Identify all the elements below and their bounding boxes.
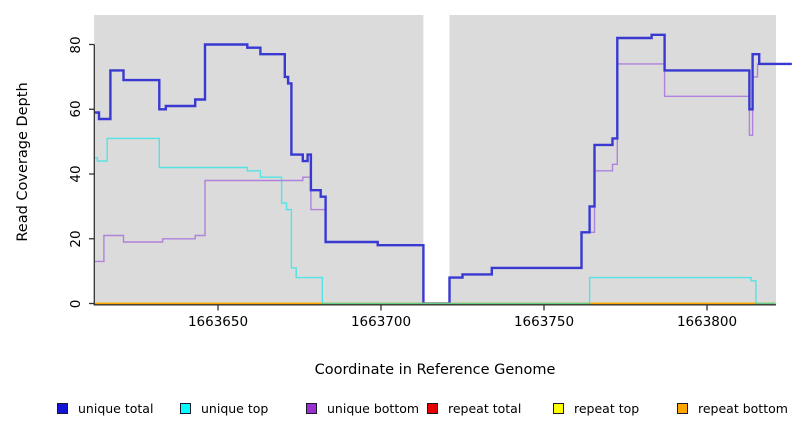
x-tick-label: 1663700 bbox=[350, 314, 412, 330]
legend-label: unique top bbox=[201, 401, 269, 416]
legend-swatch-icon bbox=[57, 403, 68, 414]
y-tick-label: 60 bbox=[68, 100, 84, 118]
x-tick-label: 1663650 bbox=[187, 314, 249, 330]
y-tick-label: 20 bbox=[68, 230, 84, 248]
plot-panel-right bbox=[449, 15, 776, 304]
x-tick-label: 1663750 bbox=[513, 314, 575, 330]
legend-label: repeat bottom bbox=[698, 401, 788, 416]
legend-item-unique-top: unique top bbox=[180, 401, 268, 416]
legend-swatch-icon bbox=[553, 403, 564, 414]
x-axis-title: Coordinate in Reference Genome bbox=[314, 362, 556, 378]
legend-swatch-icon bbox=[677, 403, 688, 414]
legend-label: repeat total bbox=[448, 401, 522, 416]
series-line-unique-total bbox=[94, 33, 792, 305]
legend-swatch-icon bbox=[180, 403, 191, 414]
legend-item-repeat-bottom: repeat bottom bbox=[677, 401, 788, 416]
x-tick-label: 1663800 bbox=[676, 314, 738, 330]
y-tick-label: 40 bbox=[68, 165, 84, 183]
legend-swatch-icon bbox=[427, 403, 438, 414]
y-tick-label: 0 bbox=[68, 299, 84, 308]
legend-label: unique bottom bbox=[327, 401, 420, 416]
legend-item-repeat-total: repeat total bbox=[427, 401, 521, 416]
y-tick-label: 80 bbox=[68, 35, 84, 54]
legend-item-repeat-top: repeat top bbox=[553, 401, 639, 416]
plot-panel-left bbox=[94, 15, 424, 304]
legend-swatch-icon bbox=[306, 403, 317, 414]
series-line-unique-top bbox=[94, 137, 776, 305]
legend-label: unique total bbox=[78, 401, 154, 416]
y-axis-title: Read Coverage Depth bbox=[15, 82, 31, 242]
legend-item-unique-total: unique total bbox=[57, 401, 153, 416]
legend-label: repeat top bbox=[574, 401, 640, 416]
legend-item-unique-bottom: unique bottom bbox=[306, 401, 419, 416]
